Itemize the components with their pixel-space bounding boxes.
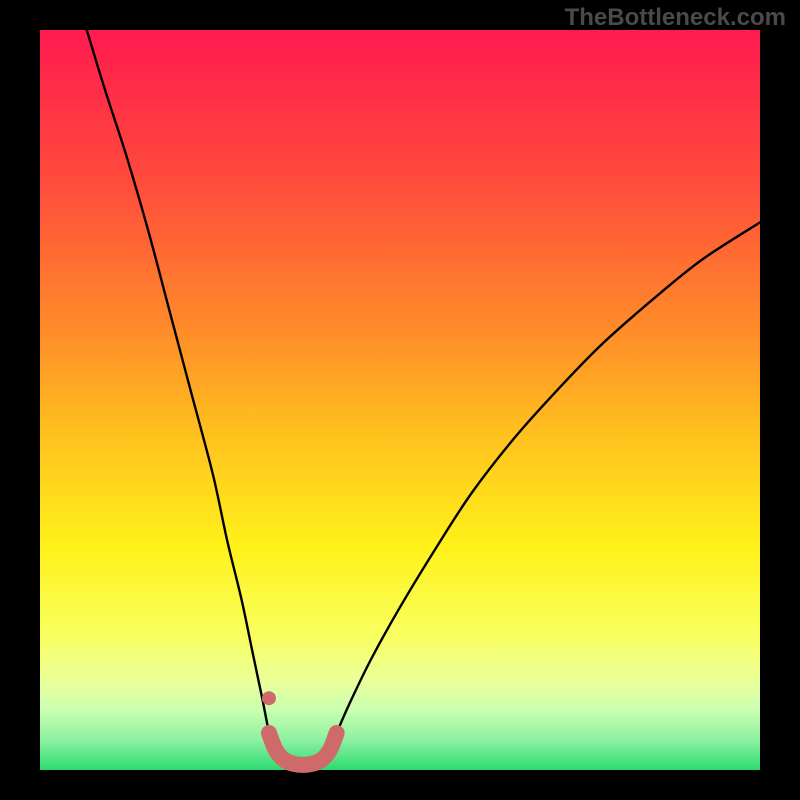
plot-background [40,30,760,770]
bottleneck-chart [0,0,800,800]
marker-dot [262,691,276,705]
chart-stage: { "meta": { "watermark_text": "TheBottle… [0,0,800,800]
